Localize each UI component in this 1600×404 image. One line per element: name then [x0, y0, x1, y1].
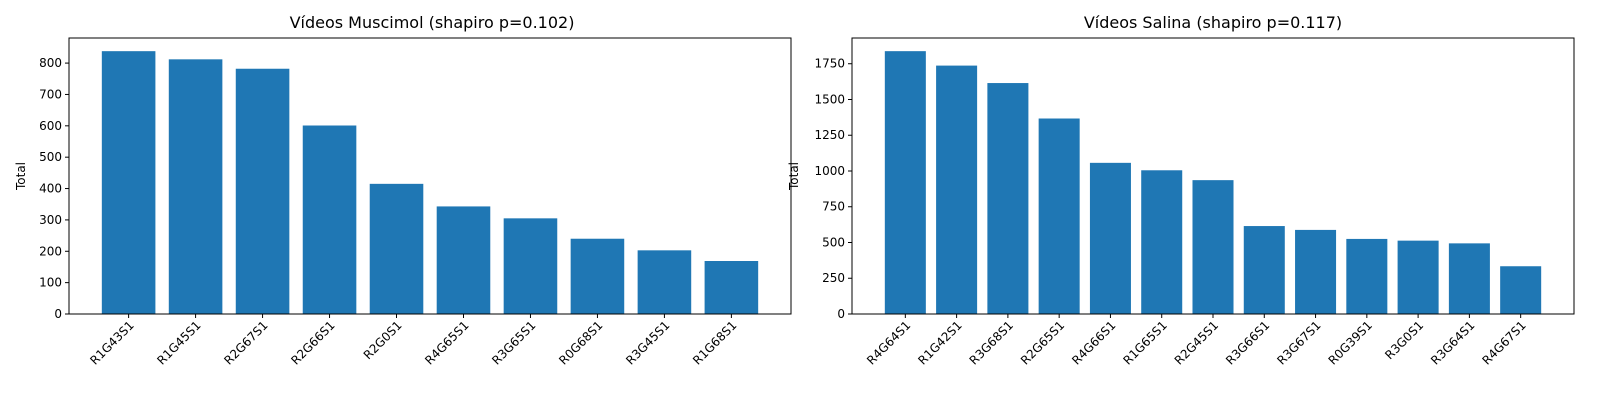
y-tick-label: 750	[822, 200, 845, 214]
bar-R1G68S1	[704, 261, 759, 314]
bar-R3G65S1	[503, 218, 558, 314]
x-tick-label: R3G0S1	[1382, 318, 1426, 362]
y-tick-label: 1000	[814, 164, 845, 178]
y-tick-label: 200	[39, 244, 62, 258]
x-tick-label: R0G39S1	[1326, 318, 1375, 367]
plot-frame	[68, 37, 792, 315]
chart-title: Vídeos Salina (shapiro p=0.117)	[1084, 13, 1342, 32]
bar-R4G66S1	[1089, 162, 1131, 314]
x-tick-label: R3G64S1	[1428, 318, 1477, 367]
bar-R3G45S1	[637, 250, 692, 314]
y-tick-label: 0	[837, 307, 845, 321]
y-axis-label: Total	[14, 162, 28, 191]
bar-R0G39S1	[1346, 238, 1388, 314]
bars	[101, 51, 759, 315]
x-tick-label: R4G64S1	[864, 318, 913, 367]
y-tick-label: 500	[39, 150, 62, 164]
bar-R3G67S1	[1295, 229, 1337, 314]
y-tick-label: 100	[39, 276, 62, 290]
x-ticks: R1G43S1 R1G45S1 R2G67S1 R2G66S1 R2G0S1 R4G65S…	[87, 314, 740, 368]
y-tick-label: 1500	[814, 92, 845, 106]
y-tick-label: 300	[39, 213, 62, 227]
y-tick-label: 1750	[814, 57, 845, 71]
bar-R3G64S1	[1448, 243, 1490, 314]
chart-title: Vídeos Muscimol (shapiro p=0.102)	[290, 13, 575, 32]
x-ticks: R4G64S1 R1G42S1 R3G68S1 R2G65S1 R4G66S1 R1G65…	[864, 314, 1529, 368]
bar-R0G68S1	[570, 238, 625, 314]
bars	[884, 51, 1542, 314]
y-tick-label: 250	[822, 271, 845, 285]
y-ticks: 0 100 200 300 400 500 600 700 800	[39, 56, 69, 321]
y-tick-label: 1250	[814, 128, 845, 142]
bar-R3G66S1	[1243, 226, 1285, 314]
bar-R1G65S1	[1141, 170, 1183, 314]
x-tick-label: R1G43S1	[87, 318, 136, 367]
bar-R1G45S1	[168, 59, 223, 314]
y-tick-label: 700	[39, 87, 62, 101]
x-tick-label: R1G45S1	[154, 318, 203, 367]
x-tick-label: R1G68S1	[690, 318, 739, 367]
x-tick-label: R2G65S1	[1018, 318, 1067, 367]
x-tick-label: R2G66S1	[288, 318, 337, 367]
y-tick-label: 500	[822, 235, 845, 249]
y-axis-label: Total	[787, 162, 801, 191]
bar-R2G66S1	[302, 125, 357, 314]
y-ticks: 0 250 500 750 1000 1250 1500 1750	[814, 57, 852, 321]
y-tick-label: 0	[54, 307, 62, 321]
bar-R4G65S1	[436, 206, 491, 314]
x-tick-label: R3G45S1	[623, 318, 672, 367]
bar-R1G43S1	[101, 51, 156, 315]
bar-R2G67S1	[235, 68, 290, 315]
bar-R2G65S1	[1038, 118, 1080, 314]
bar-R4G64S1	[884, 51, 926, 314]
y-tick-label: 800	[39, 56, 62, 70]
x-tick-label: R3G66S1	[1223, 318, 1272, 367]
x-tick-label: R4G67S1	[1479, 318, 1528, 367]
chart-salina: Vídeos Salina (shapiro p=0.117) Total 0 2…	[787, 13, 1575, 368]
x-tick-label: R2G0S1	[361, 318, 405, 362]
x-tick-label: R4G65S1	[422, 318, 471, 367]
bar-R3G0S1	[1397, 240, 1439, 314]
bar-R2G0S1	[369, 183, 424, 314]
x-tick-label: R1G42S1	[915, 318, 964, 367]
x-tick-label: R3G65S1	[489, 318, 538, 367]
bar-R3G68S1	[987, 83, 1029, 314]
y-tick-label: 600	[39, 119, 62, 133]
bar-R1G42S1	[936, 65, 978, 314]
x-tick-label: R3G67S1	[1274, 318, 1323, 367]
y-tick-label: 400	[39, 182, 62, 196]
chart-muscimol: Vídeos Muscimol (shapiro p=0.102) Total …	[14, 13, 792, 368]
bar-R4G67S1	[1500, 266, 1542, 314]
x-tick-label: R2G45S1	[1172, 318, 1221, 367]
bar-R2G45S1	[1192, 180, 1234, 314]
x-tick-label: R0G68S1	[556, 318, 605, 367]
plot-frame	[851, 37, 1575, 315]
x-tick-label: R1G65S1	[1120, 318, 1169, 367]
x-tick-label: R3G68S1	[967, 318, 1016, 367]
x-tick-label: R2G67S1	[221, 318, 270, 367]
x-tick-label: R4G66S1	[1069, 318, 1118, 367]
